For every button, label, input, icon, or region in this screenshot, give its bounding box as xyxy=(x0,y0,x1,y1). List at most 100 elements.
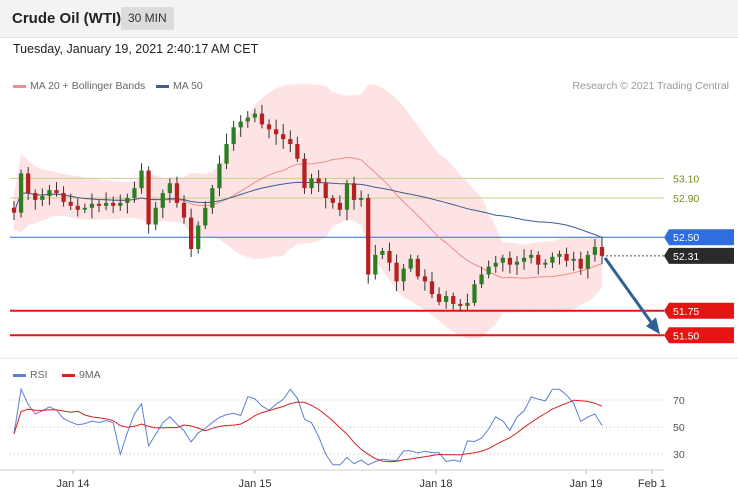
candle-6 xyxy=(54,182,59,197)
candle-28 xyxy=(210,184,215,214)
interval-button[interactable]: 30 MIN xyxy=(121,7,174,30)
candle-up-body xyxy=(571,258,576,261)
candle-76 xyxy=(550,252,555,269)
candle-down-body xyxy=(33,193,38,200)
candle-53 xyxy=(387,242,392,272)
candle-down-body xyxy=(330,197,335,203)
x-axis-label: Jan 19 xyxy=(569,478,602,490)
candle-34 xyxy=(252,108,257,123)
x-axis-label: Feb 1 xyxy=(638,478,666,490)
candle-66 xyxy=(479,266,484,288)
candle-up-body xyxy=(153,207,158,225)
candle-up-body xyxy=(309,178,314,189)
candle-0 xyxy=(11,200,17,221)
candle-27 xyxy=(203,201,208,230)
ma20-swatch xyxy=(13,84,26,88)
candle-up-body xyxy=(380,250,385,255)
candle-up-body xyxy=(224,144,229,164)
candle-3 xyxy=(33,189,38,210)
candle-down-body xyxy=(422,276,428,282)
candle-56 xyxy=(408,254,413,272)
candle-65 xyxy=(472,280,477,306)
ma50-swatch xyxy=(156,84,169,88)
ma50-label: MA 50 xyxy=(173,80,203,92)
rsi-tick-label-50: 50 xyxy=(673,422,685,434)
candle-up-body xyxy=(373,254,378,275)
rsi-label: RSI xyxy=(30,369,48,381)
candle-24 xyxy=(181,195,187,224)
candle-59 xyxy=(429,271,435,299)
ma9-label: 9MA xyxy=(79,369,101,381)
candle-up-body xyxy=(465,302,470,306)
candle-down-body xyxy=(351,183,357,200)
candle-41 xyxy=(302,153,307,194)
candle-up-body xyxy=(557,253,562,257)
rsi-swatch xyxy=(13,373,26,377)
candle-10 xyxy=(82,203,87,214)
candle-up-body xyxy=(359,197,364,200)
candle-down-body xyxy=(458,303,463,306)
candle-82 xyxy=(592,238,598,262)
candle-16 xyxy=(125,193,130,214)
candle-down-body xyxy=(536,254,541,265)
candle-down-body xyxy=(429,281,435,295)
candle-up-body xyxy=(217,163,222,189)
candle-12 xyxy=(96,199,102,213)
candle-79 xyxy=(571,251,576,271)
candle-55 xyxy=(401,263,406,291)
level-badge-label-5: 51.50 xyxy=(673,330,699,342)
candle-up-body xyxy=(139,170,144,189)
candle-48 xyxy=(351,176,357,210)
candle-down-body xyxy=(68,201,73,206)
level-label-1: 52.90 xyxy=(673,193,699,205)
candle-up-body xyxy=(132,188,137,198)
candle-23 xyxy=(174,176,180,208)
candle-52 xyxy=(380,247,385,260)
candle-9 xyxy=(75,198,80,217)
candle-up-body xyxy=(47,190,52,197)
candle-up-body xyxy=(486,266,491,275)
candle-83 xyxy=(599,236,605,265)
candle-up-body xyxy=(543,262,548,265)
candle-down-body xyxy=(288,139,293,145)
candle-33 xyxy=(245,111,250,128)
candle-8 xyxy=(68,193,73,211)
candle-down-body xyxy=(11,207,17,213)
candle-35 xyxy=(259,104,265,129)
candle-67 xyxy=(486,260,491,279)
candle-64 xyxy=(465,293,470,310)
level-badge-2 xyxy=(664,229,734,246)
candle-down-body xyxy=(337,202,343,210)
candle-51 xyxy=(373,244,378,280)
level-badge-label-3: 52.31 xyxy=(673,251,699,263)
candle-69 xyxy=(500,254,505,272)
candle-down-body xyxy=(174,183,180,203)
candle-up-body xyxy=(479,274,484,285)
candle-up-body xyxy=(231,127,236,145)
candle-up-body xyxy=(196,225,201,249)
candle-down-body xyxy=(26,173,31,194)
candle-62 xyxy=(451,292,456,310)
candle-81 xyxy=(585,250,590,279)
candle-36 xyxy=(266,119,272,139)
candle-60 xyxy=(436,287,442,306)
level-badge-5 xyxy=(664,327,734,344)
candle-up-body xyxy=(514,261,520,265)
candle-40 xyxy=(295,136,300,162)
ma20-label: MA 20 + Bollinger Bands xyxy=(30,80,146,92)
candle-up-body xyxy=(238,121,243,128)
candle-down-body xyxy=(75,205,80,210)
candle-74 xyxy=(536,251,541,275)
candle-up-body xyxy=(521,257,527,262)
candle-up-body xyxy=(252,113,257,118)
credit-text: Research © 2021 Trading Central xyxy=(572,80,729,92)
candle-47 xyxy=(344,179,350,221)
bollinger-band xyxy=(14,84,602,339)
candle-up-body xyxy=(500,257,505,263)
top-bar: Crude Oil (WTI) 30 MIN xyxy=(0,0,738,38)
candle-46 xyxy=(337,195,343,217)
candle-up-body xyxy=(89,203,95,208)
ma50-line xyxy=(13,181,603,238)
level-badge-3 xyxy=(664,247,734,264)
